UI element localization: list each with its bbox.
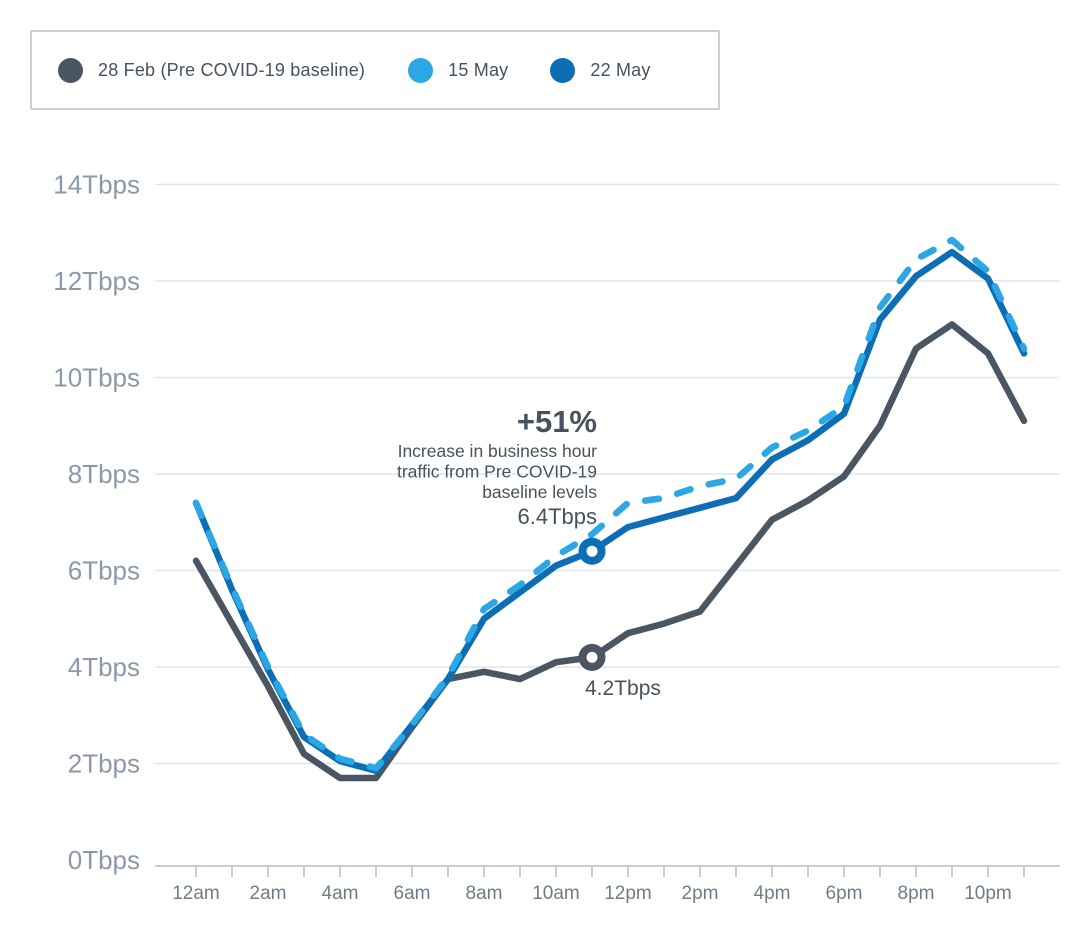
y-axis-label-14: 14Tbps xyxy=(53,170,140,200)
legend-label-28-feb: 28 Feb (Pre COVID-19 baseline) xyxy=(98,59,366,80)
legend-dot-28-feb-icon xyxy=(58,57,83,83)
legend-dot-22-may-icon xyxy=(550,57,576,83)
legend-label-22-may: 22 May xyxy=(590,59,651,80)
annotation-body-line-1: Increase in business hour xyxy=(398,441,598,461)
x-axis-label-12pm: 12pm xyxy=(604,883,652,904)
legend-dot-15-may-icon xyxy=(408,57,434,83)
x-axis-label-8pm: 8pm xyxy=(898,883,935,904)
y-axis-label-10: 10Tbps xyxy=(53,363,140,393)
annotation-value-label: 6.4Tbps xyxy=(518,504,598,529)
x-axis-label-8am: 8am xyxy=(466,883,503,904)
y-axis-label-2: 2Tbps xyxy=(68,749,140,779)
series-line-22-may xyxy=(192,248,1028,774)
x-axis-label-10pm: 10pm xyxy=(964,883,1012,904)
x-axis-label-2am: 2am xyxy=(250,883,287,904)
x-axis-label-6pm: 6pm xyxy=(826,883,863,904)
annotation-body-line-3: baseline levels xyxy=(482,482,597,502)
x-axis-label-10am: 10am xyxy=(532,883,580,904)
x-axis-label-2pm: 2pm xyxy=(682,883,719,904)
series-line-15-may xyxy=(192,236,1028,772)
y-axis-label-0: 0Tbps xyxy=(68,845,140,875)
x-axis-label-12am: 12am xyxy=(172,883,220,904)
chart-legend: 28 Feb (Pre COVID-19 baseline) 15 May 22… xyxy=(30,30,720,110)
series-line-28-feb-pre-covid-19-baseline xyxy=(192,321,1028,782)
legend-item-15-may: 15 May xyxy=(408,57,509,83)
marker-22-may xyxy=(578,537,606,565)
y-axis-label-6: 6Tbps xyxy=(68,556,140,586)
legend-item-22-may: 22 May xyxy=(550,57,651,83)
y-axis-label-8: 8Tbps xyxy=(68,459,140,489)
y-axis-label-12: 12Tbps xyxy=(53,266,140,296)
x-axis-label-4pm: 4pm xyxy=(754,883,791,904)
y-axis-label-4: 4Tbps xyxy=(68,652,140,682)
annotation-headline: +51% xyxy=(517,404,597,439)
x-axis-label-6am: 6am xyxy=(394,883,431,904)
marker-28-feb-pre-covid-19-baseline xyxy=(578,643,606,671)
x-axis-label-4am: 4am xyxy=(322,883,359,904)
legend-label-15-may: 15 May xyxy=(448,59,509,80)
legend-item-28-feb: 28 Feb (Pre COVID-19 baseline) xyxy=(58,57,366,83)
annotation-body-line-2: traffic from Pre COVID-19 xyxy=(397,462,597,482)
baseline-marker-label: 4.2Tbps xyxy=(585,677,661,700)
